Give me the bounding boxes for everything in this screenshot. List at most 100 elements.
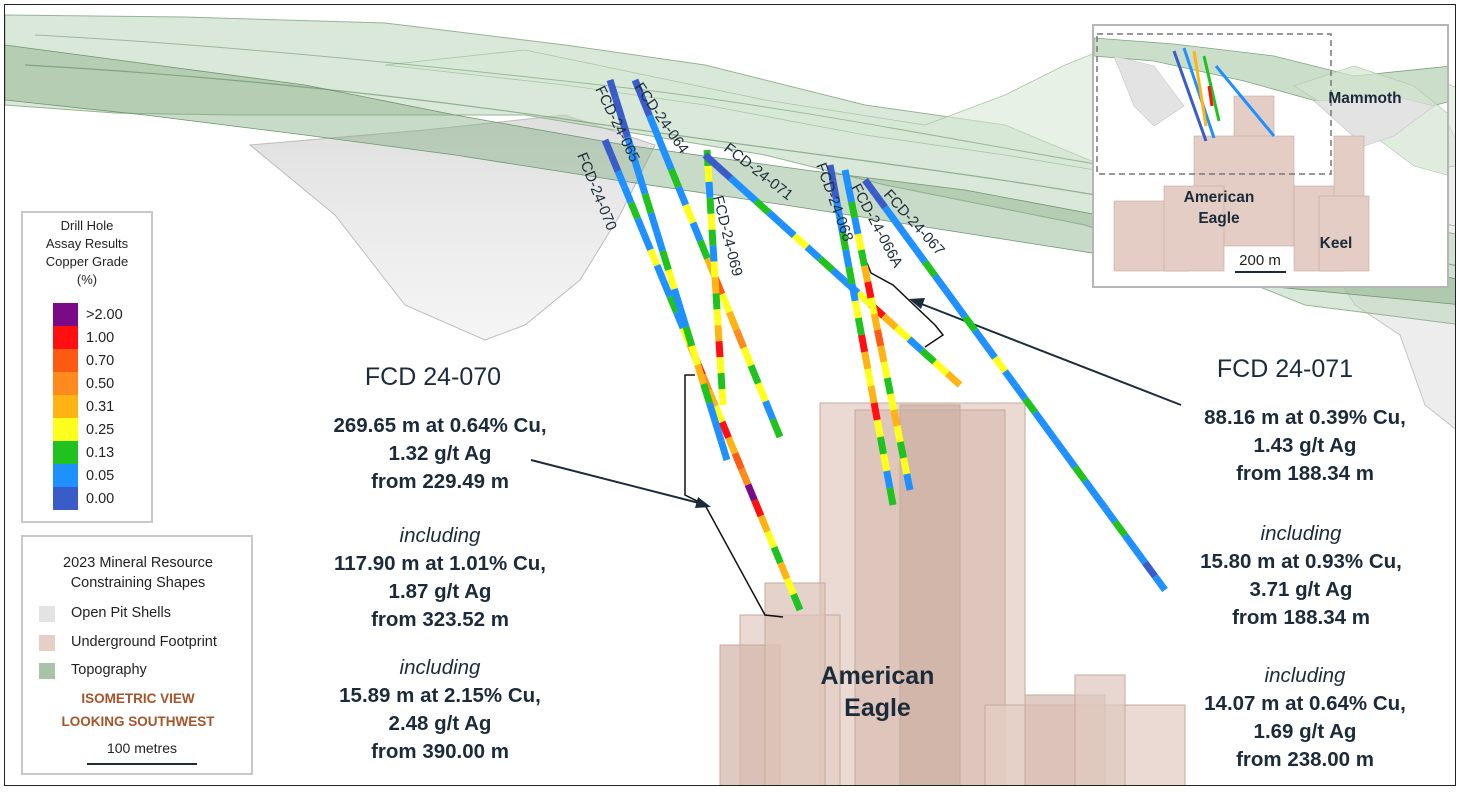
assay-interval — [744, 483, 758, 502]
assay-interval — [753, 198, 772, 216]
grade-class: 0.25 — [53, 418, 153, 441]
grade-swatch — [53, 349, 78, 372]
assay-interval — [791, 232, 810, 250]
hole-071-trace — [702, 152, 963, 388]
grade-class: 0.31 — [53, 395, 153, 418]
assay-interval — [716, 356, 725, 374]
legend-item-label: Topography — [71, 662, 147, 678]
assay-interval — [702, 152, 721, 170]
assay-interval — [618, 116, 631, 139]
assay-interval — [872, 191, 888, 210]
assay-interval — [883, 377, 894, 395]
assay-interval — [1092, 492, 1108, 511]
callout-071-title: FCD 24-071 — [1216, 355, 1354, 383]
assay-interval — [624, 135, 637, 158]
grade-swatch — [53, 487, 78, 510]
scale-bar — [87, 763, 197, 765]
assay-interval — [631, 78, 646, 100]
assay-interval — [867, 297, 878, 315]
assay-interval — [839, 232, 850, 251]
grade-class: 0.00 — [53, 487, 153, 510]
assay-interval — [932, 273, 948, 292]
assay-interval — [919, 347, 937, 365]
grade-title-line: Copper Grade — [45, 254, 129, 269]
result-line: 1.43 g/t Ag — [1253, 434, 1357, 457]
assay-interval — [942, 287, 958, 306]
assay-interval — [675, 185, 689, 207]
assay-interval — [715, 163, 733, 181]
assay-interval — [1002, 369, 1018, 388]
assay-interval — [1082, 478, 1098, 497]
assay-interval — [1152, 574, 1168, 593]
grade-label: 0.70 — [86, 353, 115, 369]
assay-interval — [861, 265, 872, 283]
assay-interval — [707, 213, 716, 230]
assay-interval — [731, 451, 745, 471]
assay-interval — [717, 439, 731, 462]
assay-interval — [718, 420, 732, 440]
interval-bracket-071 — [866, 262, 945, 348]
result-line: 2.48 g/t Ag — [388, 712, 492, 735]
grade-class: 0.13 — [53, 441, 153, 464]
result-line: from 323.52 m — [371, 608, 509, 631]
assay-interval — [725, 436, 739, 455]
legend-item-label: Open Pit Shells — [71, 605, 171, 621]
inset-label-keel: Keel — [1319, 235, 1353, 252]
callout-070-inc2: including 15.89 m at 2.15% Cu, 2.48 g/t … — [305, 654, 575, 766]
assay-interval — [747, 364, 762, 385]
assay-interval — [715, 341, 724, 358]
assay-interval — [641, 192, 655, 215]
assay-interval — [714, 325, 723, 342]
assay-interval — [870, 402, 881, 421]
grade-label: 0.05 — [86, 468, 115, 484]
assay-interval — [887, 393, 898, 411]
assay-interval — [952, 300, 968, 319]
assay-interval — [635, 173, 649, 196]
assay-interval — [1102, 505, 1118, 524]
assay-interval — [757, 514, 771, 534]
open-pit-shell — [248, 114, 656, 341]
assay-interval — [1132, 546, 1148, 565]
inset-overview: Mammoth American Eagle Keel 200 m — [1092, 24, 1449, 288]
assay-interval — [893, 425, 904, 443]
inset-label-mammoth: Mammoth — [1328, 90, 1402, 107]
assay-interval — [932, 359, 950, 377]
assay-interval — [1142, 560, 1158, 579]
result-line: 15.80 m at 0.93% Cu, — [1200, 550, 1402, 573]
assay-interval — [864, 281, 875, 299]
assay-interval — [1042, 423, 1058, 442]
assay-interval — [717, 372, 726, 390]
result-line: from 188.34 m — [1232, 606, 1370, 629]
assay-interval — [876, 436, 887, 455]
assay-interval — [848, 283, 859, 302]
assay-interval — [718, 388, 727, 406]
including-label: including — [399, 656, 481, 679]
assay-interval — [751, 498, 765, 518]
result-line: 1.87 g/t Ag — [388, 580, 492, 603]
assay-interval — [676, 306, 690, 329]
assay-interval — [659, 249, 672, 272]
assay-interval — [688, 344, 702, 367]
assay-interval — [764, 530, 778, 549]
assay-interval — [882, 205, 898, 224]
assay-interval — [665, 268, 678, 291]
assay-interval — [864, 368, 875, 387]
assay-interval — [634, 216, 648, 236]
assay-interval — [694, 363, 707, 386]
assay-interval — [777, 561, 791, 581]
assay-interval — [845, 266, 856, 285]
assay-interval — [1052, 437, 1068, 456]
callout-071-inc2: including 14.07 m at 0.64% Cu, 1.69 g/t … — [1165, 662, 1445, 774]
assay-interval — [857, 249, 868, 267]
grade-swatch — [53, 441, 78, 464]
assay-interval — [841, 169, 852, 187]
arrow-071 — [918, 302, 1182, 406]
grade-title-line: (%) — [76, 272, 98, 287]
assay-interval — [682, 325, 696, 348]
assay-interval — [830, 267, 848, 285]
grade-label: 0.25 — [86, 422, 115, 438]
inset-label-line: American — [1183, 189, 1255, 206]
view-direction-line2: LOOKING SOUTHWEST — [61, 714, 215, 729]
assay-interval — [851, 217, 862, 235]
assay-interval — [848, 201, 859, 219]
